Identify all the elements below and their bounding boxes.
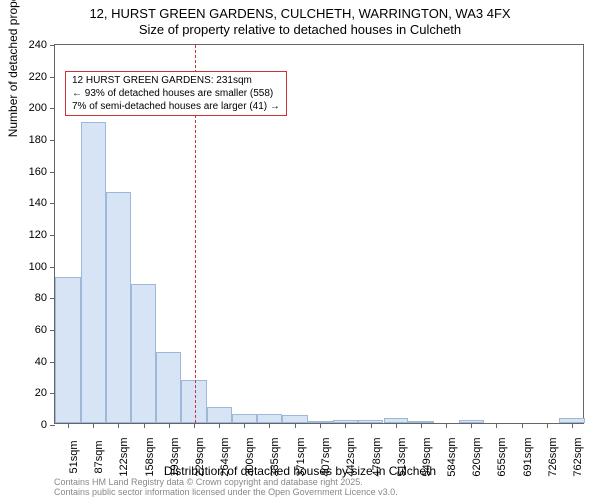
histogram-bar: [106, 192, 131, 423]
histogram-bar: [282, 415, 308, 423]
footer-line-2: Contains public sector information licen…: [54, 488, 398, 498]
chart-subtitle: Size of property relative to detached ho…: [0, 22, 600, 37]
y-tick-label: 200: [29, 102, 47, 114]
y-axis-label: Number of detached properties: [6, 0, 20, 137]
y-tick-label: 180: [29, 134, 47, 146]
histogram-bar: [232, 414, 258, 424]
property-size-chart: 12, HURST GREEN GARDENS, CULCHETH, WARRI…: [0, 0, 600, 500]
y-tick-label: 100: [29, 261, 47, 273]
y-tick-label: 20: [35, 387, 47, 399]
histogram-bar: [257, 414, 282, 424]
annotation-line-3: 7% of semi-detached houses are larger (4…: [72, 100, 280, 113]
y-tick-label: 60: [35, 324, 47, 336]
histogram-bar: [181, 380, 207, 423]
annotation-line-2: ← 93% of detached houses are smaller (55…: [72, 87, 280, 100]
y-tick-label: 120: [29, 229, 47, 241]
chart-title: 12, HURST GREEN GARDENS, CULCHETH, WARRI…: [0, 6, 600, 21]
histogram-bar: [81, 122, 107, 423]
histogram-bar: [131, 284, 157, 423]
plot-area: 020406080100120140160180200220240 51sqm8…: [54, 44, 584, 424]
annotation-box: 12 HURST GREEN GARDENS: 231sqm ← 93% of …: [65, 71, 287, 116]
annotation-line-1: 12 HURST GREEN GARDENS: 231sqm: [72, 74, 280, 87]
y-tick-label: 160: [29, 166, 47, 178]
y-tick-label: 80: [35, 292, 47, 304]
y-tick-label: 220: [29, 71, 47, 83]
y-tick-label: 240: [29, 39, 47, 51]
chart-footer: Contains HM Land Registry data © Crown c…: [54, 478, 398, 498]
histogram-bar: [55, 277, 81, 423]
histogram-bar: [207, 407, 232, 423]
y-tick-label: 0: [41, 419, 47, 431]
histogram-bar: [156, 352, 181, 423]
x-axis-label: Distribution of detached houses by size …: [0, 464, 600, 478]
y-tick-label: 40: [35, 356, 47, 368]
y-tick-label: 140: [29, 197, 47, 209]
